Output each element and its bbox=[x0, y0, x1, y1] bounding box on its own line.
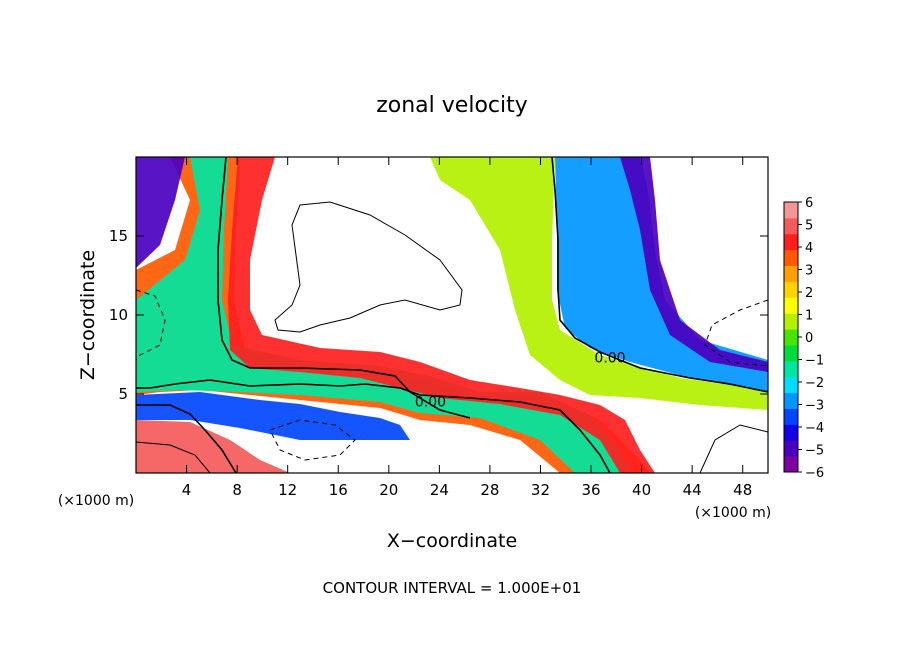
field-band bbox=[136, 157, 650, 473]
colorbar-swatch bbox=[784, 392, 798, 409]
colorbar-label: −2 bbox=[805, 376, 824, 391]
contour-interval-footer: CONTOUR INTERVAL = 1.000E+01 bbox=[323, 579, 582, 597]
x-axis-label: X−coordinate bbox=[387, 530, 517, 552]
x-tick-label: 36 bbox=[581, 481, 600, 499]
colorbar-swatch bbox=[784, 329, 798, 346]
contour-negative-left bbox=[136, 289, 166, 361]
contour-zero-upper bbox=[136, 404, 237, 473]
velocity-field bbox=[136, 157, 768, 473]
colorbar-label: 6 bbox=[805, 196, 813, 211]
colorbar-swatch bbox=[784, 297, 798, 314]
field-band bbox=[136, 392, 410, 440]
contour-positive-bottomleft bbox=[136, 441, 211, 473]
colorbar-label: −1 bbox=[805, 354, 824, 369]
colorbar-swatch bbox=[784, 344, 798, 362]
x-tick-label: 32 bbox=[531, 481, 550, 499]
colorbar-label: −5 bbox=[805, 444, 824, 459]
colorbar-label: 2 bbox=[805, 286, 813, 301]
colorbar-label: 0 bbox=[805, 331, 813, 346]
colorbar-swatch bbox=[784, 265, 798, 282]
contour-positive-bottomright bbox=[699, 424, 768, 473]
field-band bbox=[228, 157, 655, 473]
contour-lines bbox=[136, 157, 768, 473]
colorbar-label: −4 bbox=[805, 421, 824, 436]
colorbar: 6 5 4 3 2 1 0 −1 −2 −3 −4 −5 −6 bbox=[783, 196, 824, 481]
field-band bbox=[136, 420, 290, 473]
colorbar-swatch bbox=[784, 360, 798, 378]
x-tick-label: 48 bbox=[733, 481, 752, 499]
colorbar-swatch bbox=[784, 233, 798, 251]
contour-zero-vertical-left bbox=[217, 157, 471, 419]
colorbar-swatch bbox=[784, 408, 798, 425]
x-unit-left: (×1000 m) bbox=[58, 493, 134, 509]
colorbar-swatch bbox=[784, 281, 798, 298]
x-unit-right: (×1000 m) bbox=[695, 505, 771, 521]
colorbar-swatch bbox=[784, 202, 798, 219]
x-tick-label: 28 bbox=[480, 481, 499, 499]
y-tick-label: 15 bbox=[109, 227, 128, 245]
field-band bbox=[430, 157, 768, 410]
x-tick-label: 4 bbox=[182, 481, 192, 499]
colorbar-swatch bbox=[784, 424, 798, 441]
contour-zero-left bbox=[136, 379, 611, 473]
y-tick-label: 5 bbox=[118, 385, 128, 403]
colorbar-swatch bbox=[784, 313, 798, 330]
y-tick-label: 10 bbox=[109, 306, 128, 324]
colorbar-label: 3 bbox=[805, 264, 813, 279]
contour-negative-right bbox=[704, 299, 768, 367]
contour-label: 0.00 bbox=[415, 395, 446, 411]
x-tick-label: 16 bbox=[329, 481, 348, 499]
x-tick-label: 20 bbox=[379, 481, 398, 499]
colorbar-swatch bbox=[784, 217, 798, 235]
contour-zero-right bbox=[551, 157, 768, 393]
y-axis-ticks: 5 10 15 bbox=[109, 227, 768, 403]
colorbar-label: −3 bbox=[805, 399, 824, 414]
y-axis-label: Z−coordinate bbox=[77, 250, 99, 380]
colorbar-swatch bbox=[784, 249, 798, 267]
colorbar-label: 5 bbox=[805, 219, 813, 234]
contour-positive-loop bbox=[274, 201, 463, 333]
field-band bbox=[136, 157, 185, 268]
x-tick-label: 24 bbox=[430, 481, 449, 499]
colorbar-label: 4 bbox=[805, 241, 813, 256]
x-tick-label: 44 bbox=[683, 481, 702, 499]
field-band bbox=[620, 157, 768, 372]
colorbar-label: 1 bbox=[805, 309, 813, 324]
x-axis-ticks: 4 8 12 16 20 24 28 32 36 40 44 48 bbox=[182, 157, 752, 499]
contour-negative-bottom bbox=[269, 419, 356, 461]
x-tick-label: 8 bbox=[232, 481, 242, 499]
colorbar-label: −6 bbox=[805, 466, 824, 481]
chart-title: zonal velocity bbox=[376, 93, 528, 118]
colorbar-swatch bbox=[784, 376, 798, 394]
colorbar-swatch bbox=[784, 440, 798, 457]
x-tick-label: 12 bbox=[278, 481, 297, 499]
colorbar-swatch bbox=[784, 456, 798, 473]
contour-labels: 0.00 0.00 bbox=[415, 350, 626, 410]
x-tick-label: 40 bbox=[632, 481, 651, 499]
contour-label: 0.00 bbox=[594, 350, 625, 366]
field-band bbox=[555, 157, 768, 392]
